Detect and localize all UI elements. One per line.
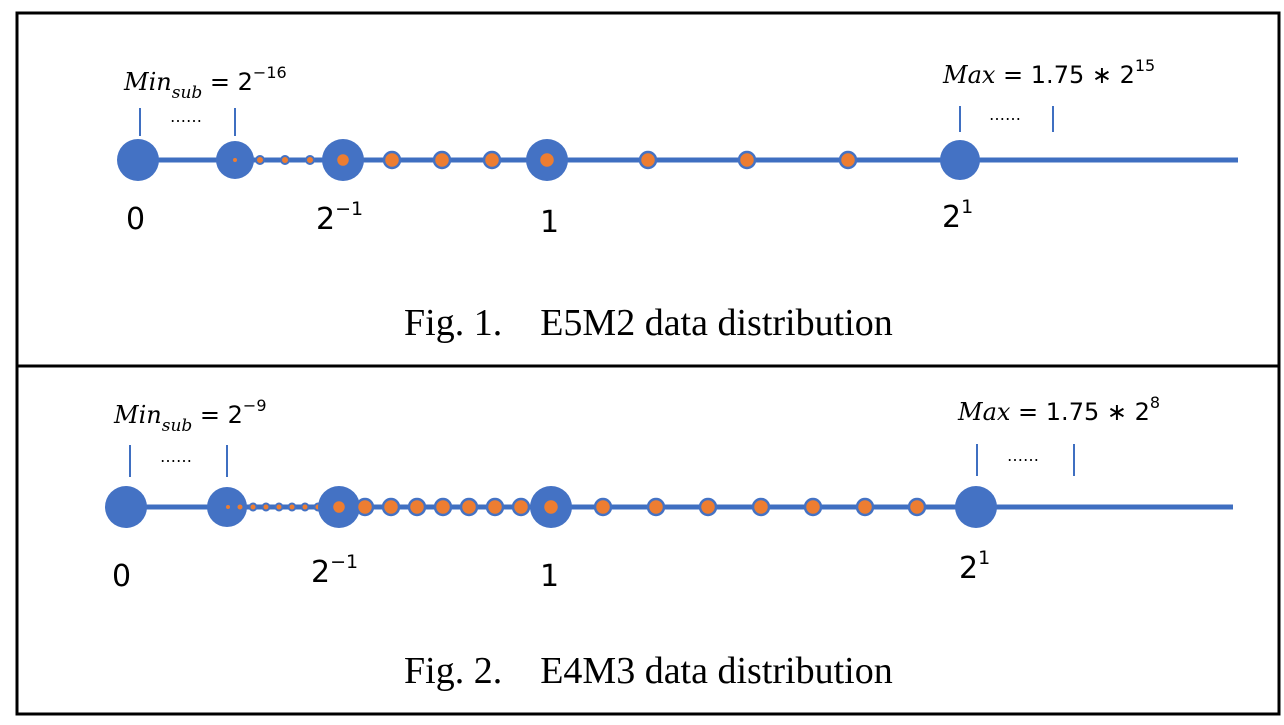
point-half-inner — [330, 498, 348, 516]
point-two — [940, 140, 980, 180]
panel-border — [15, 364, 1281, 716]
max-annotation: Max = 1.75 ∗ 28 — [957, 393, 1160, 426]
point-normal — [381, 497, 401, 517]
point-subnormal — [300, 502, 310, 512]
point-normal — [382, 150, 402, 170]
label-two: 21 — [942, 196, 973, 235]
ellipsis-right: …… — [989, 105, 1021, 124]
point-normal — [737, 150, 757, 170]
point-one-inner — [541, 497, 561, 517]
label-zero: 0 — [112, 559, 131, 594]
point-subnormal — [248, 502, 258, 512]
point-normal — [407, 497, 427, 517]
caption-fig1: Fig. 1. E5M2 data distribution — [404, 302, 893, 344]
label-two: 21 — [959, 547, 990, 586]
point-one-inner — [537, 150, 557, 170]
point-normal — [511, 497, 531, 517]
point-normal — [838, 150, 858, 170]
panel-e4m3: Minsub = 2−9 Max = 1.75 ∗ 28 …… …… — [15, 364, 1281, 716]
point-normal — [433, 497, 453, 517]
label-one: 1 — [540, 205, 559, 240]
point-normal — [751, 497, 771, 517]
label-one: 1 — [540, 559, 559, 594]
point-normal — [432, 150, 452, 170]
point-normal — [459, 497, 479, 517]
point-subnormal — [231, 156, 239, 164]
point-normal — [593, 497, 613, 517]
label-half: 2−1 — [311, 551, 358, 590]
ellipsis-left: …… — [160, 447, 192, 466]
point-normal — [485, 497, 505, 517]
point-subnormal — [280, 155, 290, 165]
point-normal — [855, 497, 875, 517]
point-subnormal — [305, 155, 315, 165]
min-subnormal-annotation: Minsub = 2−9 — [113, 396, 267, 436]
point-normal — [646, 497, 666, 517]
point-subnormal — [235, 502, 245, 512]
point-normal — [638, 150, 658, 170]
point-normal — [907, 497, 927, 517]
point-subnormal — [287, 502, 297, 512]
ellipsis-right: …… — [1007, 446, 1039, 465]
caption-fig2: Fig. 2. E4M3 data distribution — [404, 650, 893, 692]
point-zero — [105, 486, 147, 528]
point-subnormal — [274, 502, 284, 512]
point-subnormal — [261, 502, 271, 512]
point-normal — [803, 497, 823, 517]
point-subnormal — [224, 503, 232, 511]
point-half-inner — [334, 151, 352, 169]
max-annotation: Max = 1.75 ∗ 215 — [942, 56, 1155, 89]
label-zero: 0 — [126, 202, 145, 237]
panel-e5m2: Minsub = 2−16 Max = 1.75 ∗ 215 …… …… 0 2… — [15, 11, 1281, 368]
label-half: 2−1 — [316, 198, 363, 237]
point-normal — [482, 150, 502, 170]
point-two — [955, 486, 997, 528]
point-zero — [117, 139, 159, 181]
point-normal — [355, 497, 375, 517]
point-normal — [698, 497, 718, 517]
ellipsis-left: …… — [170, 107, 202, 126]
min-subnormal-annotation: Minsub = 2−16 — [123, 63, 287, 103]
point-subnormal — [255, 155, 265, 165]
